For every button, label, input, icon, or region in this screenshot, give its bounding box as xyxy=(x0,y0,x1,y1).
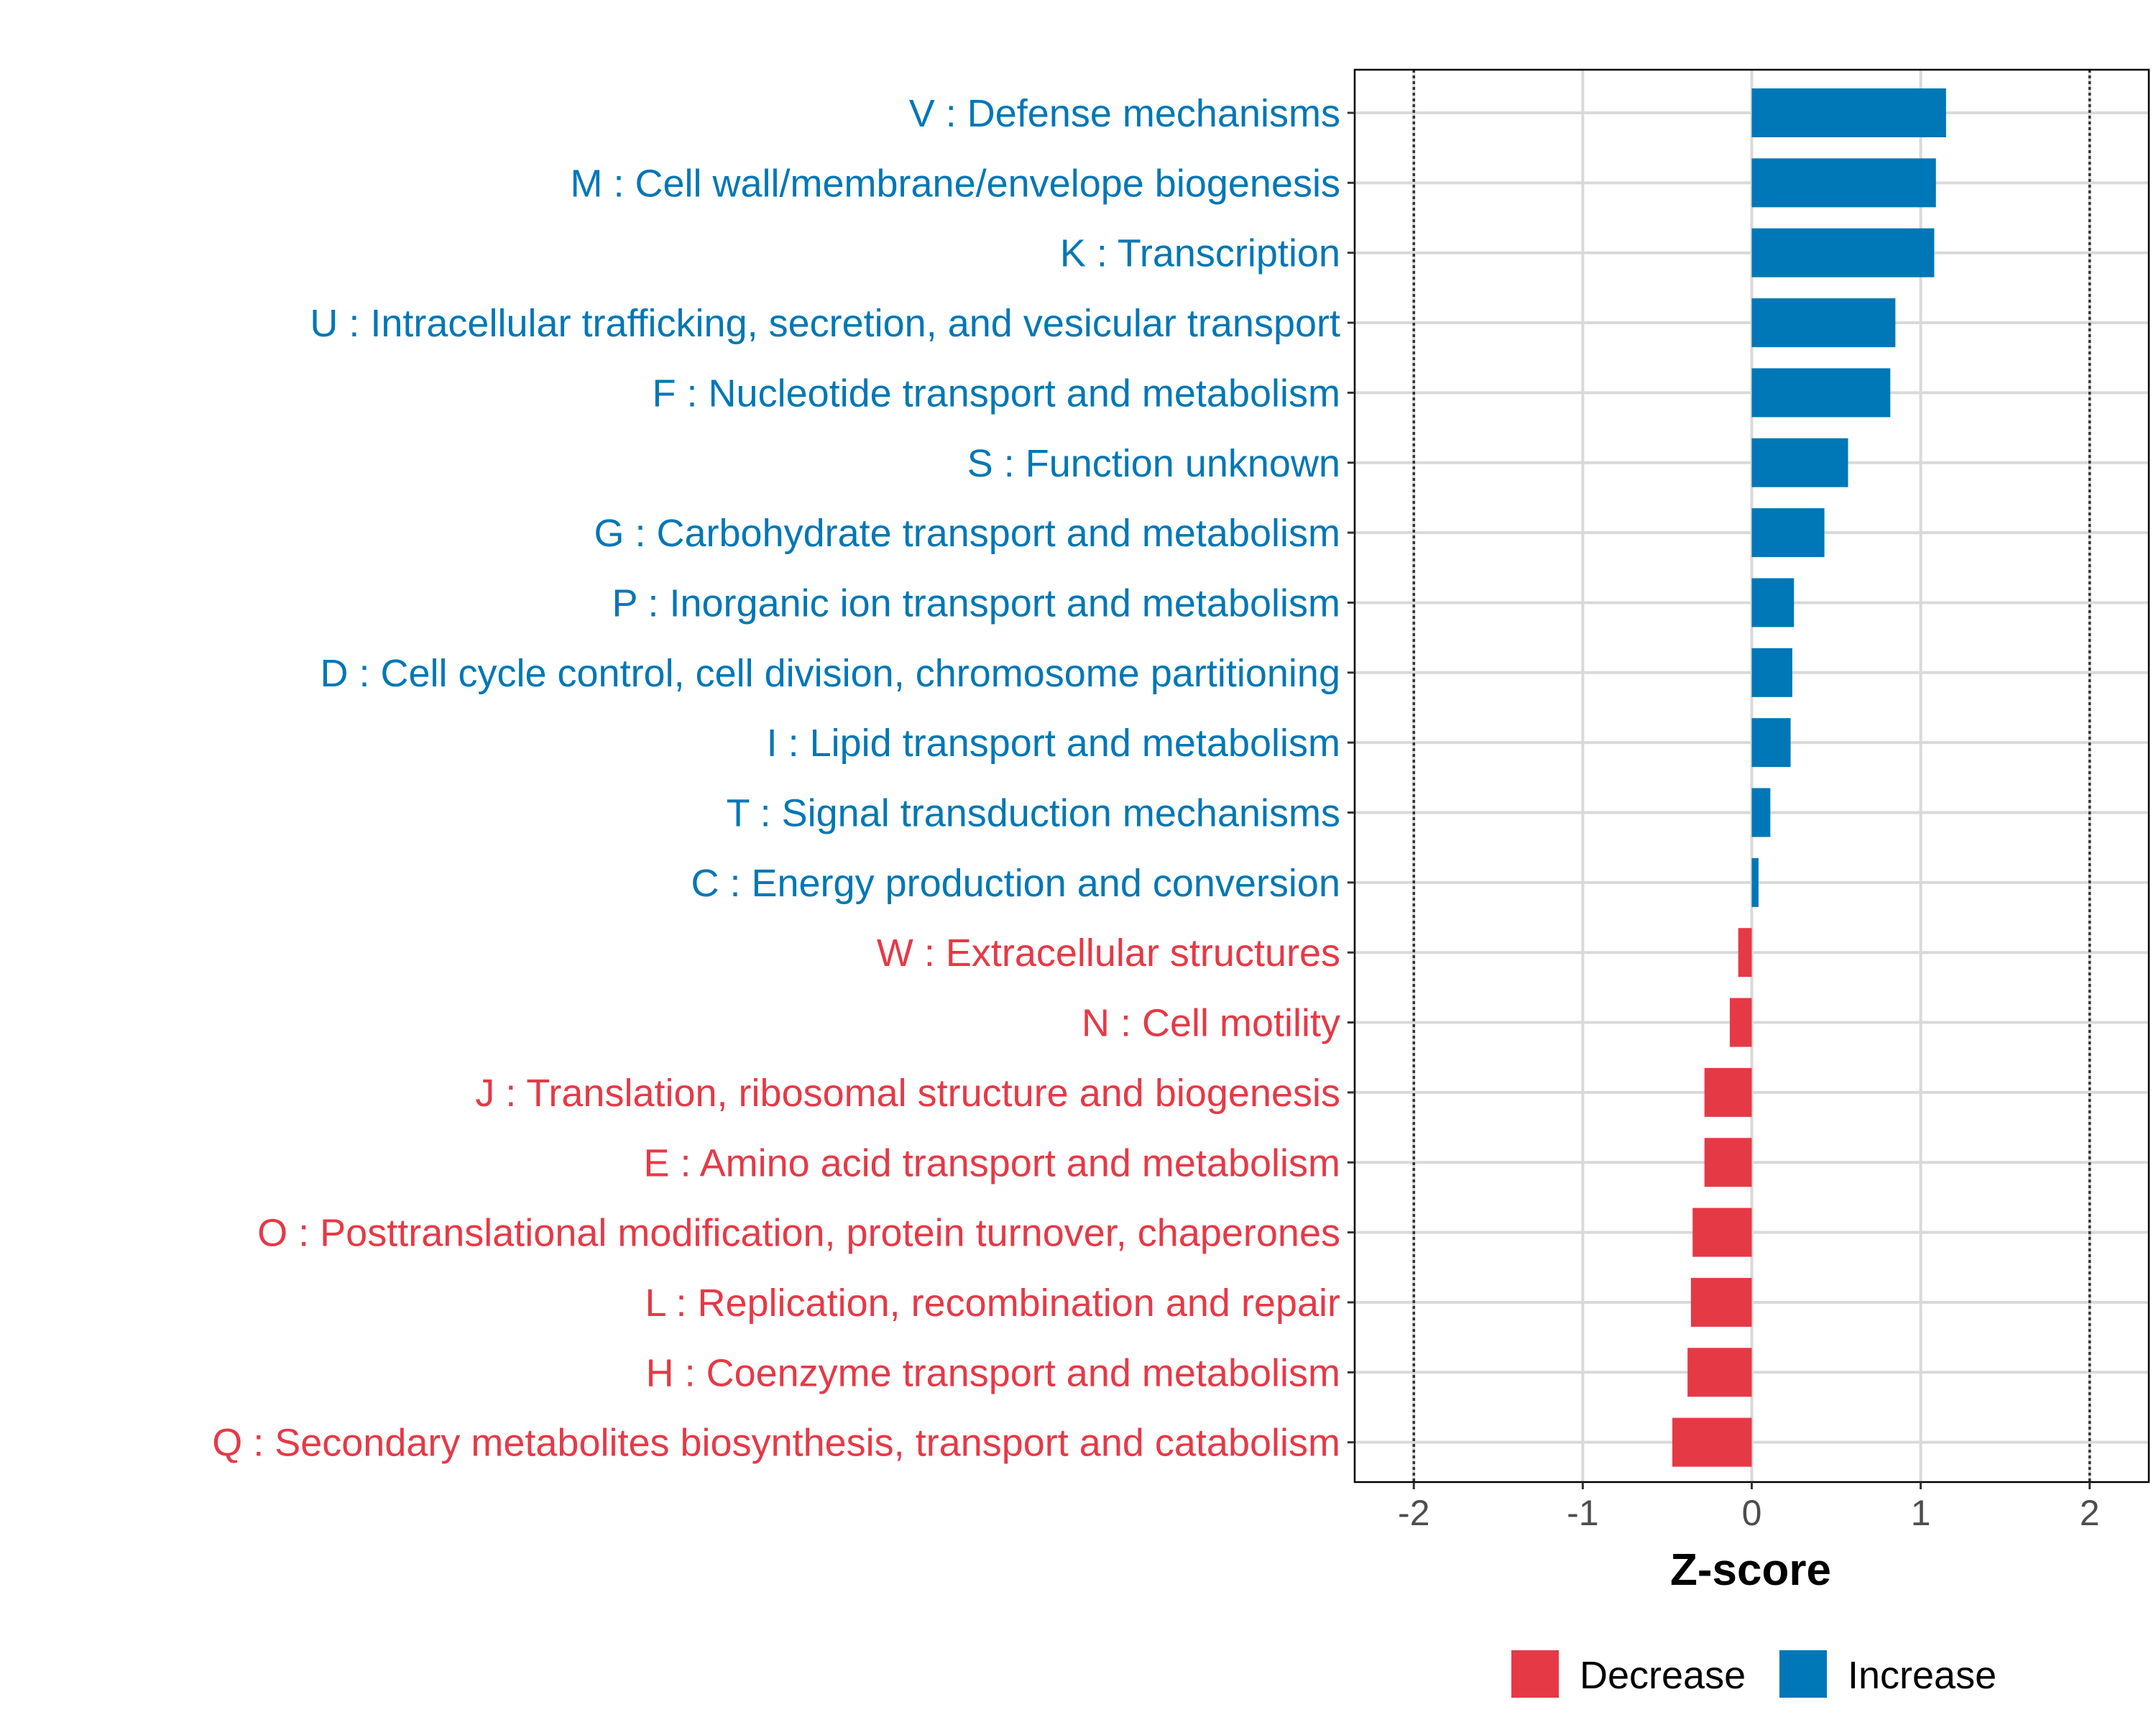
y-tick-label: H : Coenzyme transport and metabolism xyxy=(646,1351,1340,1394)
x-axis-label: Z-score xyxy=(1670,1545,1831,1595)
y-tick-label: K : Transcription xyxy=(1060,232,1340,275)
bars xyxy=(1672,88,1946,1467)
x-tick-label: -1 xyxy=(1567,1493,1598,1533)
bar xyxy=(1751,438,1848,487)
y-axis: V : Defense mechanisms M : Cell wall/memb… xyxy=(212,92,1355,1465)
bar xyxy=(1672,1417,1752,1467)
legend-swatch xyxy=(1511,1650,1559,1698)
y-tick-label: L : Replication, recombination and repai… xyxy=(645,1282,1340,1325)
bar xyxy=(1751,857,1759,907)
bar xyxy=(1751,578,1795,627)
y-tick-label: W : Extracellular structures xyxy=(877,932,1340,975)
x-axis: -2 -1 0 1 2 xyxy=(1398,1482,2100,1533)
y-tick-label: J : Translation, ribosomal structure and… xyxy=(475,1072,1340,1115)
bar xyxy=(1690,1277,1752,1327)
x-tick-label: 0 xyxy=(1742,1493,1762,1533)
bar xyxy=(1687,1348,1752,1397)
y-tick-label: V : Defense mechanisms xyxy=(909,92,1340,135)
y-tick-label: D : Cell cycle control, cell division, c… xyxy=(320,652,1340,695)
y-tick-label: Q : Secondary metabolites biosynthesis, … xyxy=(212,1422,1340,1465)
bar xyxy=(1751,158,1936,208)
bar xyxy=(1751,368,1891,418)
y-tick-label: C : Energy production and conversion xyxy=(691,862,1340,905)
bar xyxy=(1692,1208,1752,1257)
legend-label: Increase xyxy=(1848,1654,1996,1697)
bar xyxy=(1704,1067,1752,1117)
x-tick-label: 1 xyxy=(1911,1493,1931,1533)
y-tick-label: N : Cell motility xyxy=(1082,1002,1340,1045)
y-tick-label: P : Inorganic ion transport and metaboli… xyxy=(612,581,1340,625)
legend-swatch xyxy=(1779,1650,1827,1698)
bar xyxy=(1751,788,1771,837)
y-tick-label: T : Signal transduction mechanisms xyxy=(727,792,1340,835)
bar xyxy=(1751,298,1896,348)
bar xyxy=(1738,928,1752,978)
x-tick-label: -2 xyxy=(1398,1493,1429,1533)
y-tick-label: I : Lipid transport and metabolism xyxy=(767,722,1340,765)
bar xyxy=(1729,998,1752,1047)
bar xyxy=(1751,228,1935,277)
bar xyxy=(1751,508,1825,558)
y-tick-label: S : Function unknown xyxy=(967,442,1340,485)
y-tick-label: M : Cell wall/membrane/envelope biogenes… xyxy=(570,162,1340,205)
y-tick-label: F : Nucleotide transport and metabolism xyxy=(653,372,1340,415)
y-tick-label: U : Intracellular trafficking, secretion… xyxy=(310,302,1340,345)
y-tick-label: G : Carbohydrate transport and metabolis… xyxy=(594,512,1341,555)
bar xyxy=(1751,718,1791,768)
y-tick-label: E : Amino acid transport and metabolism xyxy=(644,1141,1340,1184)
legend: Decrease Increase xyxy=(1511,1650,1996,1698)
bar xyxy=(1751,88,1946,137)
y-tick-label: O : Posttranslational modification, prot… xyxy=(257,1212,1340,1255)
x-tick-label: 2 xyxy=(2080,1493,2100,1533)
bar xyxy=(1704,1138,1752,1187)
bar xyxy=(1751,648,1792,697)
legend-label: Decrease xyxy=(1580,1654,1746,1697)
